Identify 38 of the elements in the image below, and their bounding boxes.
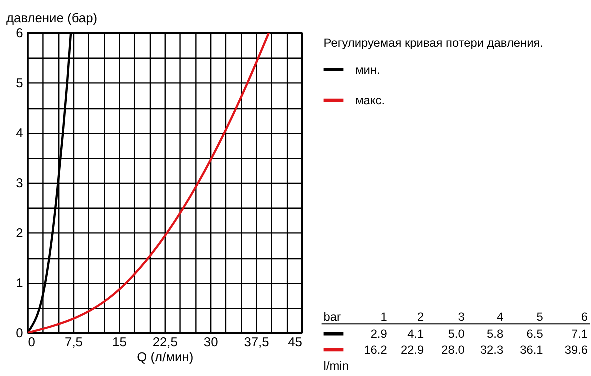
x-tick-label: 0 [28,334,36,350]
y-tick-label: 4 [16,126,24,140]
legend-label: мин. [356,62,380,77]
x-tick-label: 30 [204,334,218,350]
text: 32.3 [480,342,504,357]
text: 6.5 [526,326,544,341]
text: 22.9 [400,342,424,357]
x-axis-title: Q (л/мин) [137,349,194,364]
y-tick-label: 2 [16,225,24,240]
text: 2 [418,310,425,324]
text: 16.2 [364,342,388,357]
y-tick-label: 1 [16,275,24,290]
text: 39.6 [564,342,588,357]
x-tick-label: 15 [112,334,127,350]
x-tick-label: 45 [288,334,302,350]
y-tick-label: 6 [16,26,24,41]
legend-title: Регулируемая кривая потери давления. [324,36,544,50]
text: 7.1 [571,326,588,341]
x-tick-label: 7,5 [65,334,83,350]
text: 5.8 [487,326,504,341]
text: l/min [324,358,349,373]
text: 36.1 [520,342,544,357]
text: 3 [458,310,466,324]
y-tick-label: 3 [16,175,24,190]
text: 4.1 [408,326,424,341]
x-tick-label: 37,5 [244,334,270,350]
text: 5 [536,310,544,324]
legend-label: макс. [356,94,386,108]
text: 2.9 [370,326,388,341]
y-tick-label: 5 [16,76,24,91]
text: bar [324,310,342,324]
y-axis-title: давление (бар) [6,10,98,26]
text: 6 [581,310,588,324]
text: 4 [496,310,504,324]
text: 28.0 [442,342,466,357]
text: 5.0 [448,326,466,341]
x-tick-label: 22,5 [152,334,178,350]
text: 1 [380,310,388,324]
